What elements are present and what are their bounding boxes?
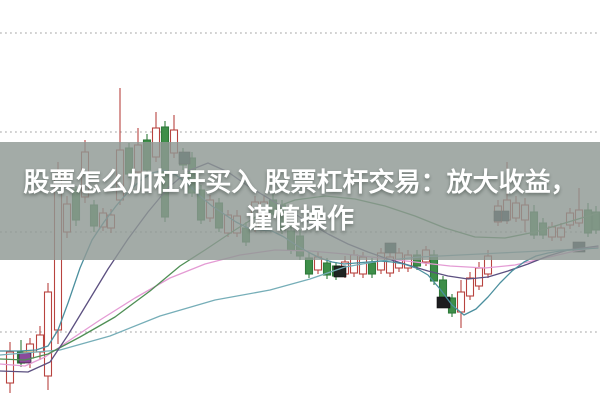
candle-body-up	[456, 291, 466, 313]
headline-overlay-band: 股票怎么加杠杆买入 股票杠杆交易：放大收益， 谨慎操作	[0, 142, 600, 260]
candle-body-up	[5, 351, 15, 384]
candle-body-down	[367, 262, 377, 275]
ma-teal-slow	[0, 247, 599, 356]
candle-marker	[333, 265, 347, 278]
ma-pink	[0, 246, 599, 367]
candle-body-up	[43, 291, 53, 377]
candle-body-down	[322, 262, 332, 276]
candle-body-up	[465, 277, 475, 297]
headline-line-2: 谨慎操作	[246, 204, 354, 234]
headline-line-1: 股票怎么加杠杆买入 股票杠杆交易：放大收益，	[23, 167, 577, 197]
candle-marker	[18, 352, 32, 364]
candle-body-up	[474, 267, 484, 287]
candle-body-down	[304, 257, 314, 275]
